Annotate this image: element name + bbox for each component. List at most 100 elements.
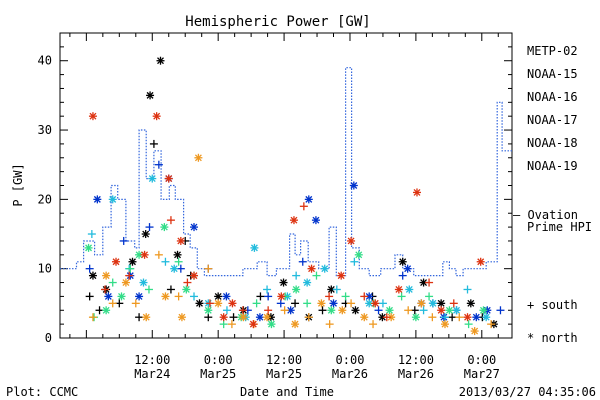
south-marker: [425, 292, 434, 301]
y-tick-label: 20: [38, 192, 52, 206]
ovation-series: [60, 67, 512, 277]
south-marker: [144, 285, 153, 294]
north-marker: [351, 306, 360, 315]
north-marker: [161, 292, 170, 301]
south-marker: [108, 299, 117, 308]
data-points: [84, 56, 505, 336]
south-marker: [276, 299, 285, 308]
north-marker: [190, 223, 199, 232]
north-marker: [194, 153, 203, 162]
north-marker: [88, 112, 97, 121]
x-tick-label: Mar24: [134, 367, 170, 381]
north-marker: [141, 230, 150, 239]
legend-ovation: Prime HPI: [527, 220, 592, 234]
legend-item: NOAA-19: [527, 159, 578, 173]
north-marker: [479, 306, 488, 315]
north-marker: [267, 320, 276, 329]
north-marker: [304, 195, 313, 204]
series-metp-02: [85, 56, 498, 329]
north-marker: [104, 292, 113, 301]
legend-item: NOAA-15: [527, 67, 578, 81]
x-tick-label: Mar26: [332, 367, 368, 381]
north-marker: [437, 306, 446, 315]
north-marker: [303, 278, 312, 287]
south-marker: [463, 285, 472, 294]
south-marker: [174, 292, 183, 301]
south-marker: [404, 306, 413, 315]
south-marker: [263, 285, 272, 294]
north-marker: [112, 257, 121, 266]
north-marker: [93, 195, 102, 204]
north-marker: [279, 278, 288, 287]
south-marker: [161, 257, 170, 266]
north-marker: [398, 257, 407, 266]
north-marker: [121, 278, 130, 287]
north-marker: [222, 292, 231, 301]
north-marker: [190, 271, 199, 280]
south-marker: [126, 264, 135, 273]
south-marker: [125, 271, 134, 280]
footer-right: 2013/03/27 04:35:06: [459, 385, 596, 399]
south-marker: [428, 313, 437, 322]
north-marker: [329, 299, 338, 308]
north-marker: [164, 174, 173, 183]
north-marker: [173, 250, 182, 259]
north-marker: [466, 299, 475, 308]
south-marker: [166, 285, 175, 294]
x-tick-label: 12:00: [398, 353, 434, 367]
south-marker: [440, 313, 449, 322]
north-marker: [214, 292, 223, 301]
south-marker: [425, 278, 434, 287]
south-marker: [487, 320, 496, 329]
x-tick-label: Mar25: [266, 367, 302, 381]
footer-left: Plot: CCMC: [6, 385, 78, 399]
south-marker: [419, 306, 428, 315]
north-marker: [88, 271, 97, 280]
south-marker: [227, 320, 236, 329]
south-marker: [347, 299, 356, 308]
x-tick-label: 12:00: [266, 353, 302, 367]
north-marker: [385, 306, 394, 315]
south-marker: [85, 292, 94, 301]
north-marker: [470, 327, 479, 336]
south-marker: [88, 313, 97, 322]
south-marker: [382, 313, 391, 322]
north-marker: [128, 257, 137, 266]
north-marker: [195, 299, 204, 308]
x-tick-label: Mar26: [398, 367, 434, 381]
north-marker: [263, 313, 272, 322]
north-marker: [403, 264, 412, 273]
north-marker: [337, 271, 346, 280]
north-marker: [317, 299, 326, 308]
north-marker: [139, 278, 148, 287]
ovation-step-line: [60, 67, 512, 277]
north-marker: [354, 250, 363, 259]
south-marker: [264, 306, 273, 315]
south-marker: [108, 278, 117, 287]
south-marker: [369, 320, 378, 329]
north-marker: [411, 313, 420, 322]
north-marker: [176, 236, 185, 245]
x-tick-label: Mar25: [200, 367, 236, 381]
south-marker: [205, 299, 214, 308]
y-tick-label: 0: [45, 331, 52, 345]
south-marker: [303, 299, 312, 308]
south-marker: [455, 313, 464, 322]
north-marker: [102, 271, 111, 280]
legend-north: * north: [527, 331, 578, 345]
south-marker: [101, 285, 110, 294]
north-marker: [160, 223, 169, 232]
x-tick-label: 0:00: [336, 353, 365, 367]
legend-south: + south: [527, 298, 578, 312]
south-marker: [145, 223, 154, 232]
south-marker: [299, 202, 308, 211]
legend-ovation: — Ovation: [513, 208, 578, 222]
north-marker: [102, 306, 111, 315]
north-marker: [250, 243, 259, 252]
legend-item: NOAA-18: [527, 136, 578, 150]
south-marker: [183, 278, 192, 287]
north-marker: [84, 243, 93, 252]
x-tick-label: Mar27: [464, 367, 500, 381]
south-marker: [292, 271, 301, 280]
y-tick-label: 30: [38, 123, 52, 137]
